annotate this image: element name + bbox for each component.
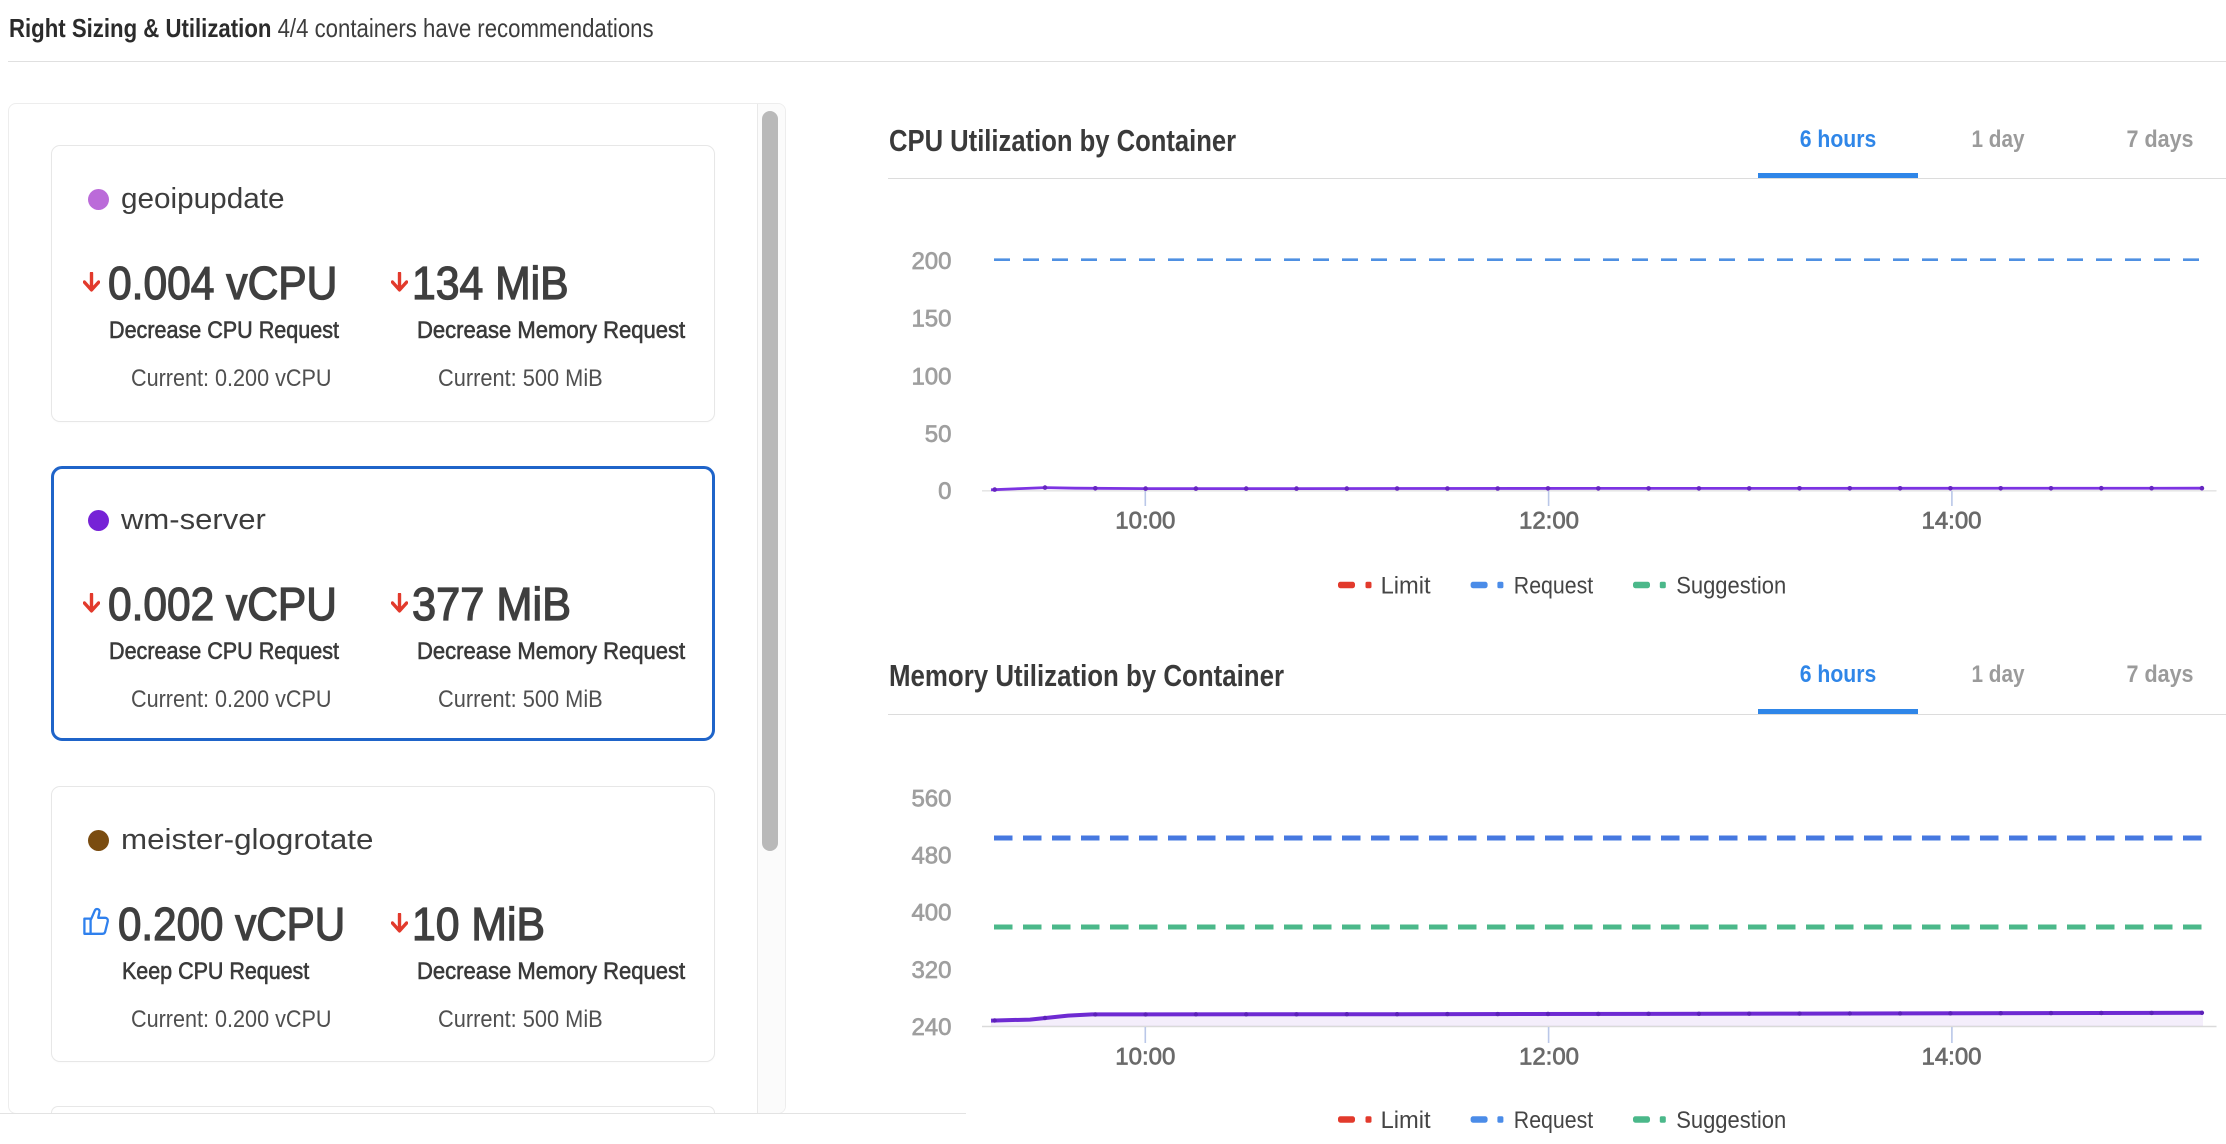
svg-text:200: 200 <box>911 248 951 275</box>
svg-text:12:00: 12:00 <box>1519 508 1579 535</box>
svg-text:150: 150 <box>911 306 951 333</box>
svg-text:560: 560 <box>911 785 951 812</box>
svg-text:240: 240 <box>911 1014 951 1041</box>
svg-text:100: 100 <box>911 363 951 390</box>
svg-text:50: 50 <box>925 421 952 448</box>
svg-text:480: 480 <box>911 843 951 870</box>
svg-text:12:00: 12:00 <box>1519 1043 1579 1070</box>
svg-text:Request: Request <box>1514 573 1594 600</box>
svg-text:14:00: 14:00 <box>1921 508 1981 535</box>
svg-text:320: 320 <box>911 957 951 984</box>
svg-text:Suggestion: Suggestion <box>1676 573 1786 600</box>
svg-text:Limit: Limit <box>1381 573 1431 600</box>
svg-text:Request: Request <box>1514 1107 1594 1134</box>
svg-text:10:00: 10:00 <box>1115 508 1175 535</box>
svg-text:0: 0 <box>938 478 951 505</box>
svg-text:14:00: 14:00 <box>1921 1043 1981 1070</box>
svg-text:Suggestion: Suggestion <box>1676 1107 1786 1134</box>
svg-text:400: 400 <box>911 900 951 927</box>
svg-text:10:00: 10:00 <box>1115 1043 1175 1070</box>
svg-text:Limit: Limit <box>1381 1107 1431 1134</box>
